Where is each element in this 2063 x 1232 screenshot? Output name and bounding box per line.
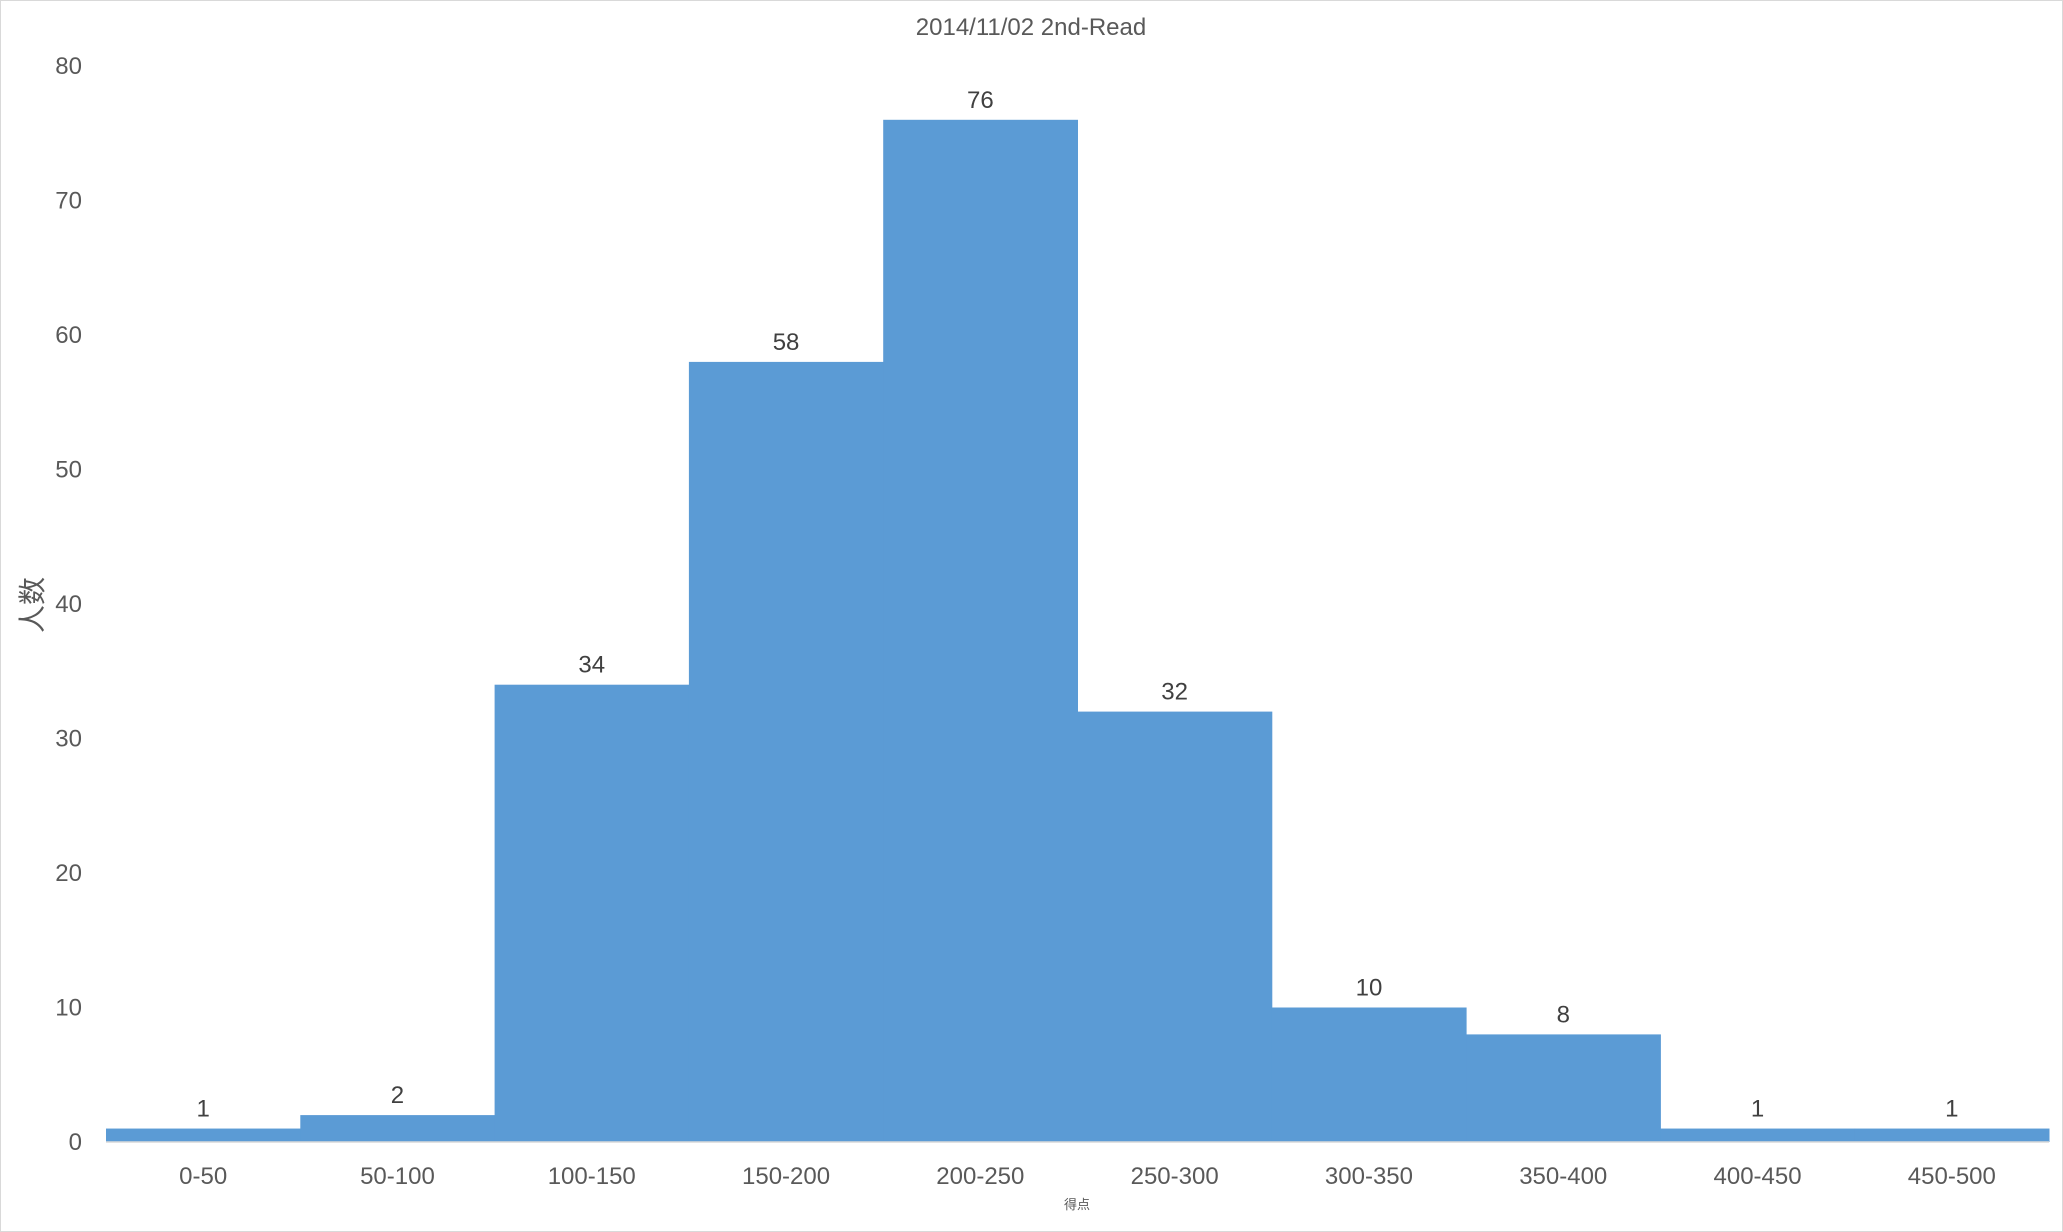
x-tick-label: 100-150: [548, 1163, 636, 1190]
bar-250-300: [1077, 711, 1273, 1142]
bar-150-200: [688, 361, 884, 1142]
x-tick-label: 450-500: [1908, 1163, 1996, 1190]
x-axis-label: 得点: [1064, 1197, 1090, 1213]
bar-300-350: [1271, 1007, 1467, 1142]
x-tick-label: 400-450: [1714, 1163, 1802, 1190]
data-label: 10: [1356, 975, 1383, 1002]
bar-50-100: [300, 1115, 496, 1142]
data-label: 8: [1557, 1001, 1570, 1028]
bar-100-150: [494, 684, 690, 1142]
x-tick-label: 250-300: [1131, 1163, 1219, 1190]
data-label: 58: [773, 329, 800, 356]
bar-0-50: [106, 1128, 301, 1142]
y-axis-ticks: 0 10 20 30 40 50 60 70 80: [55, 53, 82, 1156]
data-label: 2: [391, 1082, 404, 1109]
y-tick-label: 20: [55, 860, 82, 887]
x-tick-label: 150-200: [742, 1163, 830, 1190]
y-tick-label: 0: [69, 1129, 82, 1156]
data-label: 34: [578, 652, 605, 679]
x-tick-label: 50-100: [360, 1163, 435, 1190]
bar-450-500: [1854, 1128, 2050, 1142]
data-label: 1: [1945, 1096, 1958, 1123]
bar-200-250: [883, 119, 1078, 1143]
y-tick-label: 40: [55, 591, 82, 618]
y-axis-label: 人数: [16, 577, 49, 633]
bar-400-450: [1660, 1128, 1856, 1142]
x-tick-label: 300-350: [1325, 1163, 1413, 1190]
y-tick-label: 30: [55, 726, 82, 753]
data-label: 1: [196, 1096, 209, 1123]
x-tick-label: 350-400: [1519, 1163, 1607, 1190]
y-tick-label: 50: [55, 457, 82, 484]
y-tick-label: 80: [55, 53, 82, 80]
data-label: 32: [1161, 679, 1188, 706]
data-labels: 1 2 34 58 76 32 10 8 1 1: [196, 87, 1958, 1123]
bars: [106, 119, 2050, 1143]
y-tick-label: 60: [55, 322, 82, 349]
x-axis-ticks: 0-50 50-100 100-150 150-200 200-250 250-300 30…: [179, 1163, 1996, 1190]
chart-title: 2014/11/02 2nd-Read: [916, 14, 1146, 41]
x-tick-label: 0-50: [179, 1163, 227, 1190]
data-label: 1: [1751, 1096, 1764, 1123]
y-tick-label: 10: [55, 995, 82, 1022]
bar-350-400: [1466, 1034, 1661, 1142]
y-tick-label: 70: [55, 188, 82, 215]
data-label: 76: [967, 87, 994, 114]
x-tick-label: 200-250: [936, 1163, 1024, 1190]
